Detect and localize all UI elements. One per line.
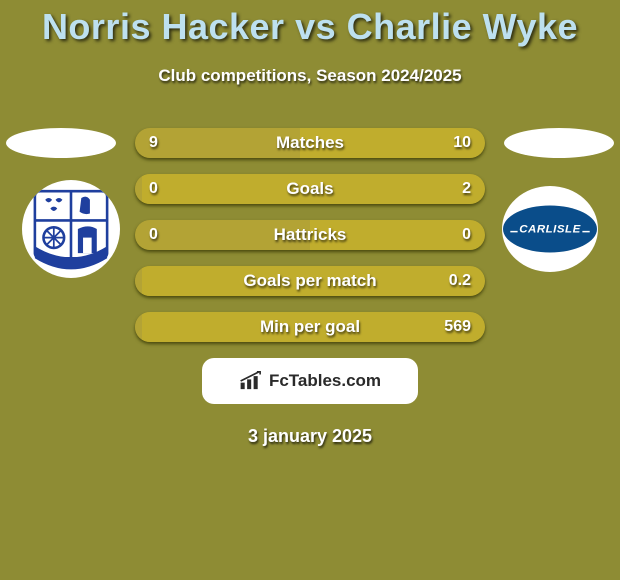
stat-bar: 02Goals (135, 174, 485, 204)
carlisle-crest-icon: CARLISLE (503, 187, 597, 271)
watermark: FcTables.com (202, 358, 418, 404)
chart-icon (239, 371, 265, 391)
stat-bar: 910Matches (135, 128, 485, 158)
bar-label: Hattricks (135, 220, 485, 250)
comparison-infographic: Norris Hacker vs Charlie Wyke Club compe… (0, 0, 620, 580)
stat-bars: 910Matches 02Goals 00Hattricks 0.2Goals per… (135, 128, 485, 342)
club-badge-left (22, 180, 120, 278)
bar-label: Goals (135, 174, 485, 204)
avatar-placeholder-right (504, 128, 614, 158)
stat-bar: 00Hattricks (135, 220, 485, 250)
stat-bar: 0.2Goals per match (135, 266, 485, 296)
bar-label: Matches (135, 128, 485, 158)
watermark-text: FcTables.com (269, 371, 381, 391)
svg-text:CARLISLE: CARLISLE (519, 224, 581, 236)
date-text: 3 january 2025 (0, 426, 620, 447)
bar-label: Goals per match (135, 266, 485, 296)
tranmere-crest-icon (28, 186, 114, 272)
avatar-placeholder-left (6, 128, 116, 158)
comparison-area: CARLISLE 910Matches 02Goals 00Hattricks 0.2… (0, 128, 620, 342)
page-title: Norris Hacker vs Charlie Wyke (0, 0, 620, 48)
page-subtitle: Club competitions, Season 2024/2025 (0, 66, 620, 86)
stat-bar: 569Min per goal (135, 312, 485, 342)
bar-label: Min per goal (135, 312, 485, 342)
club-badge-right: CARLISLE (502, 186, 598, 272)
